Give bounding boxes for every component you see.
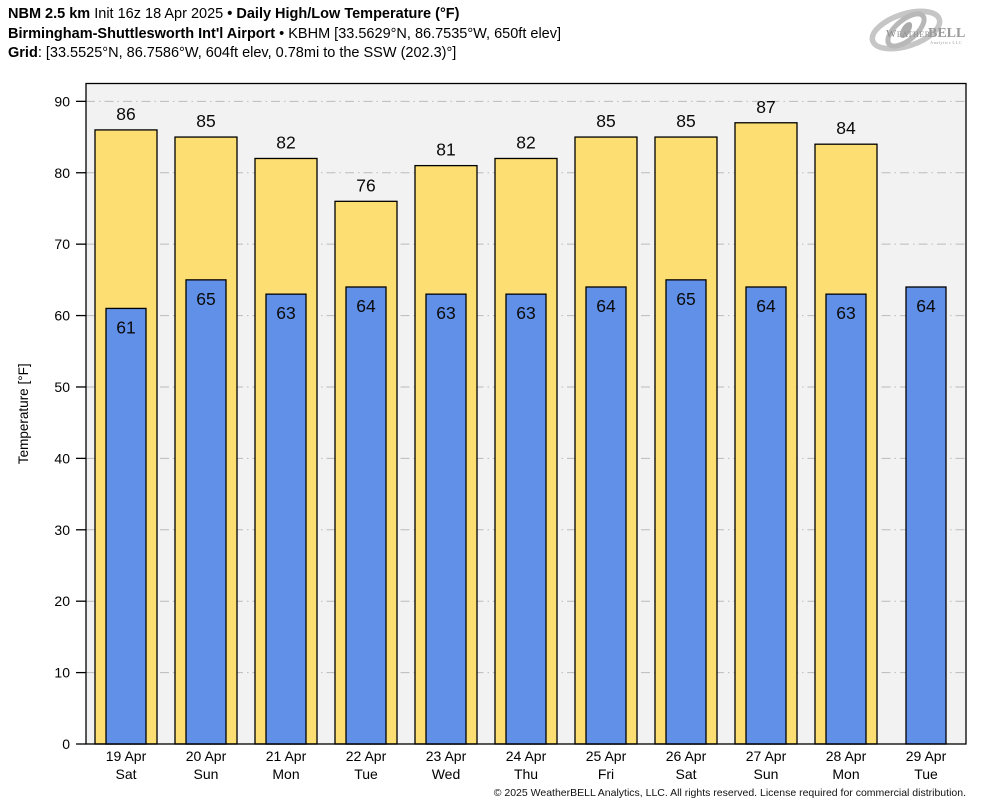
x-tick-weekday: Tue — [914, 766, 938, 782]
low-value-label: 63 — [436, 303, 455, 323]
station-name: Birmingham-Shuttlesworth Int'l Airport — [8, 25, 276, 42]
x-tick-weekday: Wed — [432, 766, 461, 782]
bullet-separator-2: • — [279, 25, 285, 42]
x-tick-weekday: Sun — [194, 766, 219, 782]
hurricane-swirl-icon — [869, 8, 943, 52]
low-bar — [745, 286, 787, 745]
weatherbell-logo: Weather BELL Analytics LLC — [869, 8, 965, 52]
y-tick-label: 90 — [54, 93, 70, 109]
low-bar — [345, 286, 387, 745]
low-value-label: 64 — [756, 296, 776, 316]
y-tick-label: 70 — [54, 236, 70, 252]
high-value-label: 84 — [836, 118, 856, 138]
y-tick-label: 10 — [54, 665, 70, 681]
x-tick-weekday: Sun — [754, 766, 779, 782]
x-tick-weekday: Sat — [115, 766, 136, 782]
x-tick-date: 25 Apr — [586, 748, 627, 764]
low-bar — [585, 286, 627, 745]
x-tick-date: 24 Apr — [506, 748, 547, 764]
grid-info: : [33.5525°N, 86.7586°W, 604ft elev, 0.7… — [37, 45, 457, 61]
x-tick-weekday: Fri — [598, 766, 614, 782]
title-line-3: Grid: [33.5525°N, 86.7586°W, 604ft elev,… — [8, 44, 561, 64]
init-time: Init 16z 18 Apr 2025 — [94, 6, 224, 22]
product-title: Daily High/Low Temperature (°F) — [236, 6, 460, 22]
high-value-label: 87 — [756, 97, 775, 117]
chart-header: NBM 2.5 km Init 16z 18 Apr 2025 • Daily … — [8, 5, 561, 64]
logo-bell-text: BELL — [928, 26, 965, 41]
y-tick-label: 0 — [62, 736, 70, 752]
x-tick-weekday: Mon — [832, 766, 859, 782]
low-value-label: 65 — [676, 289, 695, 309]
title-line-1: NBM 2.5 km Init 16z 18 Apr 2025 • Daily … — [8, 5, 561, 25]
low-bar — [665, 279, 707, 745]
x-tick-weekday: Thu — [514, 766, 538, 782]
x-tick-weekday: Tue — [354, 766, 378, 782]
y-axis-title: Temperature [°F] — [16, 363, 31, 464]
high-value-label: 85 — [676, 111, 695, 131]
low-value-label: 61 — [116, 317, 135, 337]
y-tick-label: 50 — [54, 379, 70, 395]
low-bar — [825, 293, 867, 745]
high-value-label: 82 — [516, 132, 535, 152]
low-value-label: 63 — [276, 303, 295, 323]
low-bar — [265, 293, 307, 745]
low-bar — [425, 293, 467, 745]
x-tick-date: 22 Apr — [346, 748, 387, 764]
grid-label: Grid — [8, 45, 38, 61]
high-value-label: 81 — [436, 140, 455, 160]
plot-border — [85, 82, 967, 745]
low-bar — [905, 286, 947, 745]
y-tick-label: 20 — [54, 593, 70, 609]
logo-weather-text: Weather — [886, 28, 931, 40]
high-value-label: 82 — [276, 132, 295, 152]
high-value-label: 86 — [116, 104, 135, 124]
temperature-bar-chart: 86 61 19 Apr Sat 85 65 20 Apr Sun 82 63 21 Apr Mon 7… — [16, 82, 967, 799]
low-value-label: 64 — [356, 296, 376, 316]
x-tick-date: 21 Apr — [266, 748, 307, 764]
x-tick-date: 19 Apr — [106, 748, 147, 764]
y-tick-label: 80 — [54, 165, 70, 181]
title-line-2: Birmingham-Shuttlesworth Int'l Airport •… — [8, 25, 561, 45]
logo-subtitle-text: Analytics LLC — [930, 40, 962, 45]
x-tick-date: 28 Apr — [826, 748, 867, 764]
low-bar — [105, 307, 147, 745]
x-tick-weekday: Sat — [675, 766, 696, 782]
x-tick-date: 23 Apr — [426, 748, 467, 764]
low-bar — [505, 293, 547, 745]
y-tick-label: 30 — [54, 522, 70, 538]
x-tick-date: 27 Apr — [746, 748, 787, 764]
high-value-label: 85 — [196, 111, 215, 131]
station-info: KBHM [33.5629°N, 86.7535°W, 650ft elev] — [288, 25, 562, 42]
low-value-label: 64 — [916, 296, 936, 316]
low-value-label: 65 — [196, 289, 215, 309]
low-bar — [185, 279, 227, 745]
bullet-separator-1: • — [227, 6, 233, 22]
low-value-label: 64 — [596, 296, 616, 316]
y-tick-label: 60 — [54, 308, 70, 324]
y-tick-label: 40 — [54, 450, 70, 466]
x-tick-date: 29 Apr — [906, 748, 947, 764]
x-tick-date: 20 Apr — [186, 748, 227, 764]
x-tick-weekday: Mon — [272, 766, 299, 782]
model-name: NBM 2.5 km — [8, 6, 91, 22]
copyright-text: © 2025 WeatherBELL Analytics, LLC. All r… — [494, 787, 966, 799]
low-value-label: 63 — [836, 303, 855, 323]
high-value-label: 76 — [356, 175, 375, 195]
x-tick-date: 26 Apr — [666, 748, 707, 764]
high-value-label: 85 — [596, 111, 615, 131]
low-value-label: 63 — [516, 303, 535, 323]
